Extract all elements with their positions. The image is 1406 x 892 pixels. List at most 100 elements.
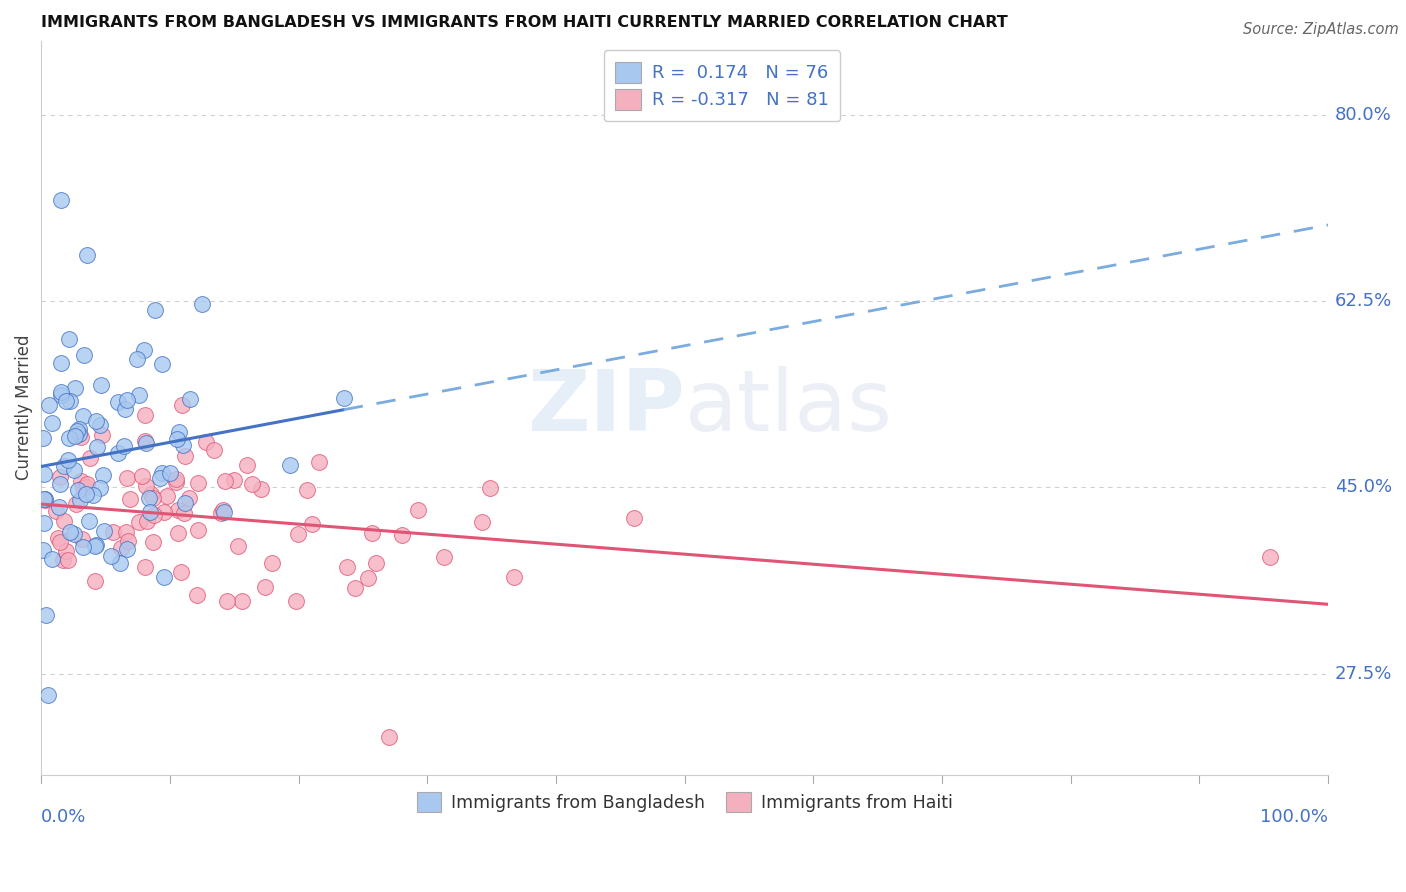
Point (142, 508, 165, 523)
Point (167, 503, 190, 517)
Point (127, 351, 149, 366)
Point (32, 491, 55, 506)
Point (308, 455, 330, 469)
Point (53, 459, 76, 474)
Point (55, 394, 77, 409)
Point (110, 541, 132, 555)
Point (174, 449, 197, 463)
Point (76, 477, 98, 491)
Text: 27.5%: 27.5% (1334, 665, 1392, 682)
Point (134, 559, 156, 574)
Point (336, 560, 359, 574)
Point (120, 491, 142, 506)
Point (69, 493, 91, 508)
Point (75, 480, 97, 494)
Point (222, 473, 245, 487)
Point (103, 525, 125, 540)
Point (45, 503, 67, 517)
Text: 62.5%: 62.5% (1334, 293, 1392, 310)
Point (212, 503, 235, 517)
Point (1258, 549, 1281, 564)
Point (72, 481, 94, 495)
Point (134, 408, 156, 422)
Point (174, 496, 197, 510)
Point (226, 539, 249, 553)
Text: 45.0%: 45.0% (1334, 478, 1392, 497)
Point (58, 431, 80, 445)
Text: 100.0%: 100.0% (1260, 807, 1329, 826)
Point (70, 533, 93, 547)
Point (142, 535, 165, 549)
Point (34, 492, 56, 507)
Text: Source: ZipAtlas.com: Source: ZipAtlas.com (1243, 22, 1399, 37)
Point (166, 433, 188, 447)
Point (131, 469, 153, 483)
Point (73, 348, 96, 362)
Point (156, 489, 179, 503)
Point (32, 543, 55, 558)
Point (139, 505, 162, 519)
Point (253, 581, 276, 595)
Point (46, 532, 69, 546)
Point (215, 594, 238, 608)
Text: atlas: atlas (685, 367, 893, 450)
Point (41, 417, 63, 431)
Point (186, 588, 208, 602)
Point (32, 467, 55, 481)
Point (209, 506, 232, 520)
Point (67, 422, 90, 436)
Point (59, 394, 82, 409)
Point (150, 467, 173, 481)
Point (58, 332, 80, 346)
Point (187, 524, 209, 538)
Point (65, 497, 87, 511)
Point (170, 398, 193, 412)
Point (344, 581, 367, 595)
Point (77, 515, 100, 529)
Point (503, 570, 526, 584)
Text: 80.0%: 80.0% (1334, 106, 1392, 124)
Point (32, 516, 55, 531)
Point (115, 524, 138, 539)
Point (165, 475, 187, 489)
Point (202, 442, 225, 457)
Point (34, 493, 56, 508)
Point (406, 502, 429, 516)
Point (48, 470, 70, 484)
Point (79, 451, 101, 466)
Point (67, 483, 90, 497)
Point (240, 477, 263, 491)
Point (107, 446, 129, 460)
Point (159, 467, 181, 481)
Point (49, 476, 72, 491)
Point (52, 514, 75, 528)
Point (236, 458, 259, 473)
Point (212, 505, 235, 519)
Point (48, 500, 70, 515)
Point (170, 565, 193, 579)
Point (173, 506, 195, 520)
Point (84, 539, 107, 553)
Point (136, 514, 159, 528)
Point (165, 472, 187, 486)
Point (167, 425, 190, 439)
Point (82, 488, 104, 502)
Point (153, 505, 176, 519)
Point (378, 731, 401, 745)
Point (479, 481, 502, 495)
Point (179, 392, 201, 406)
Point (187, 476, 209, 491)
Point (32, 431, 55, 445)
Point (142, 491, 165, 505)
Point (135, 435, 157, 450)
Point (100, 549, 122, 563)
Point (90, 378, 112, 392)
Text: IMMIGRANTS FROM BANGLADESH VS IMMIGRANTS FROM HAITI CURRENTLY MARRIED CORRELATIO: IMMIGRANTS FROM BANGLADESH VS IMMIGRANTS… (41, 15, 1008, 30)
Point (262, 556, 284, 570)
Point (63, 526, 86, 541)
Point (37, 688, 59, 702)
Point (623, 510, 645, 524)
Point (70, 474, 93, 488)
Point (108, 556, 131, 570)
Point (115, 542, 138, 557)
